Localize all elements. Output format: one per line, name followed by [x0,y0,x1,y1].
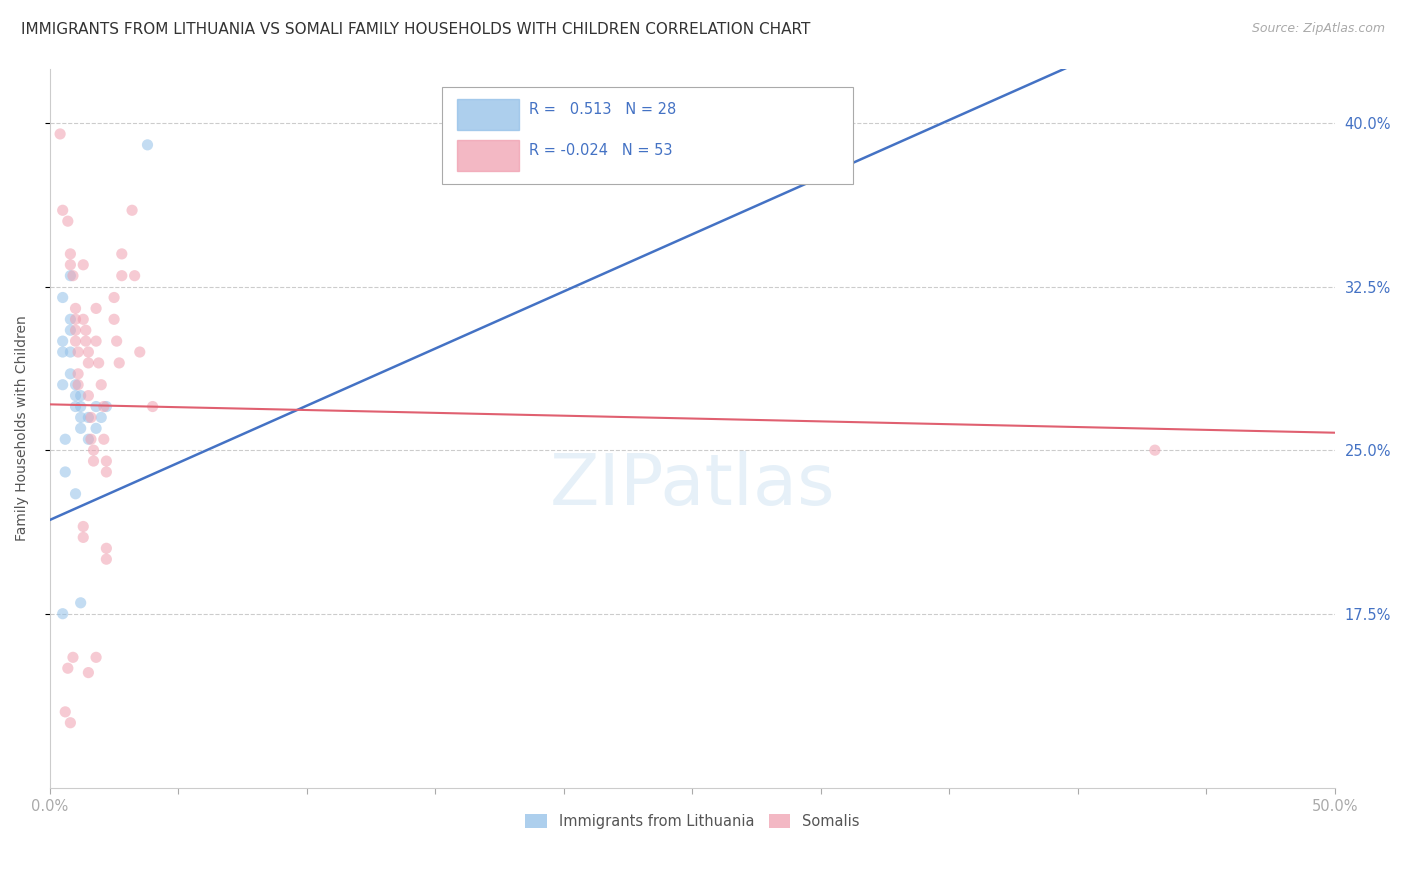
Point [72,530,94,544]
Point [128,345,150,359]
Point [96,400,118,414]
Point [84,400,107,414]
Text: R =   0.513   N = 28: R = 0.513 N = 28 [529,103,676,118]
Point [111,268,134,283]
Point [69,389,91,403]
Bar [457,100,519,129]
Point [59,258,82,272]
Point [83,443,105,458]
Point [84,650,107,665]
Point [77,410,100,425]
Text: Source: ZipAtlas.com: Source: ZipAtlas.com [1251,22,1385,36]
Point [67,367,90,381]
Bar [457,140,519,170]
Point [56,214,79,228]
Point [65,312,87,326]
Point [52,607,75,621]
Point [65,487,87,501]
Point [75,323,97,337]
Point [65,389,87,403]
Point [53,432,76,446]
Point [84,421,107,435]
Point [67,377,90,392]
Point [52,345,75,359]
Point [77,356,100,370]
Point [65,323,87,337]
Point [1143,443,1166,458]
Point [121,203,143,218]
Point [84,334,107,348]
Point [49,127,72,141]
Point [59,247,82,261]
Point [93,432,115,446]
Point [52,334,75,348]
Point [62,268,84,283]
Point [77,432,100,446]
Point [69,421,91,435]
Point [65,400,87,414]
Point [93,400,115,414]
Point [80,410,103,425]
Point [59,715,82,730]
Legend: Immigrants from Lithuania, Somalis: Immigrants from Lithuania, Somalis [519,808,866,835]
Point [96,465,118,479]
Point [62,650,84,665]
Point [80,432,103,446]
Point [69,596,91,610]
Point [52,291,75,305]
Point [69,400,91,414]
Point [75,334,97,348]
Point [105,334,128,348]
Point [56,661,79,675]
Point [77,389,100,403]
Point [77,665,100,680]
Point [96,541,118,556]
Point [59,312,82,326]
Point [90,377,112,392]
Point [69,410,91,425]
Point [124,268,146,283]
Point [111,247,134,261]
Point [65,334,87,348]
Point [90,410,112,425]
Point [72,258,94,272]
Point [96,454,118,468]
Point [65,377,87,392]
Text: IMMIGRANTS FROM LITHUANIA VS SOMALI FAMILY HOUSEHOLDS WITH CHILDREN CORRELATION : IMMIGRANTS FROM LITHUANIA VS SOMALI FAMI… [21,22,810,37]
Point [136,137,159,152]
Point [108,356,131,370]
Point [103,291,125,305]
Y-axis label: Family Households with Children: Family Households with Children [15,316,30,541]
Point [84,301,107,316]
FancyBboxPatch shape [441,87,853,184]
Point [59,268,82,283]
Point [53,465,76,479]
Point [72,312,94,326]
Point [59,323,82,337]
Point [65,301,87,316]
Point [142,400,165,414]
Point [59,345,82,359]
Point [77,345,100,359]
Point [53,705,76,719]
Point [72,519,94,533]
Point [67,345,90,359]
Point [103,312,125,326]
Point [87,356,110,370]
Point [96,552,118,566]
Text: ZIPatlas: ZIPatlas [550,451,835,520]
Text: R = -0.024   N = 53: R = -0.024 N = 53 [529,144,672,159]
Point [59,367,82,381]
Point [83,454,105,468]
Point [52,203,75,218]
Point [52,377,75,392]
